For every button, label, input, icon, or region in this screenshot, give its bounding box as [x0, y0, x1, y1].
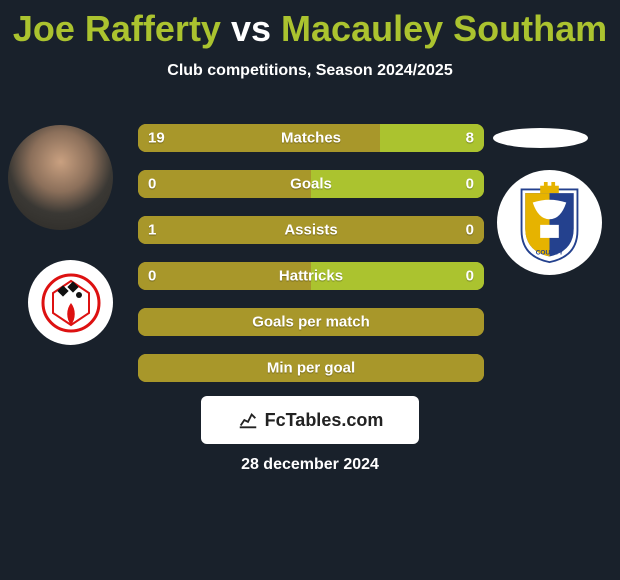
stat-bar-row: 0Goals0	[138, 170, 484, 198]
branding-text: FcTables.com	[265, 410, 384, 431]
comparison-card: Joe Rafferty vs Macauley Southam Club co…	[0, 0, 620, 580]
branding-badge: FcTables.com	[201, 396, 419, 444]
bar-label: Min per goal	[138, 360, 484, 377]
bar-label: Assists	[138, 222, 484, 239]
player2-name: Macauley Southam	[281, 8, 607, 49]
stat-bars: 19Matches80Goals01Assists00Hattricks0Goa…	[138, 124, 484, 400]
bar-value-right: 8	[466, 130, 474, 147]
stockport-icon: COUNTY	[512, 182, 587, 264]
stat-bar-row: 19Matches8	[138, 124, 484, 152]
stat-bar-row: 1Assists0	[138, 216, 484, 244]
chart-icon	[237, 409, 259, 431]
stat-bar-row: 0Hattricks0	[138, 262, 484, 290]
bar-label: Matches	[138, 130, 484, 147]
player1-club-badge	[28, 260, 113, 345]
date-text: 28 december 2024	[0, 456, 620, 474]
bar-label: Goals per match	[138, 314, 484, 331]
stat-bar-row: Goals per match	[138, 308, 484, 336]
bar-label: Hattricks	[138, 268, 484, 285]
stat-bar-row: Min per goal	[138, 354, 484, 382]
player1-avatar	[8, 125, 113, 230]
bar-label: Goals	[138, 176, 484, 193]
player1-name: Joe Rafferty	[13, 8, 221, 49]
player2-avatar	[493, 128, 588, 148]
subtitle: Club competitions, Season 2024/2025	[0, 62, 620, 80]
page-title: Joe Rafferty vs Macauley Southam	[0, 0, 620, 50]
bar-value-right: 0	[466, 176, 474, 193]
bar-value-right: 0	[466, 222, 474, 239]
rotherham-icon	[41, 273, 101, 333]
player2-club-badge: COUNTY	[497, 170, 602, 275]
bar-value-right: 0	[466, 268, 474, 285]
svg-text:COUNTY: COUNTY	[536, 249, 564, 256]
vs-text: vs	[231, 8, 271, 49]
